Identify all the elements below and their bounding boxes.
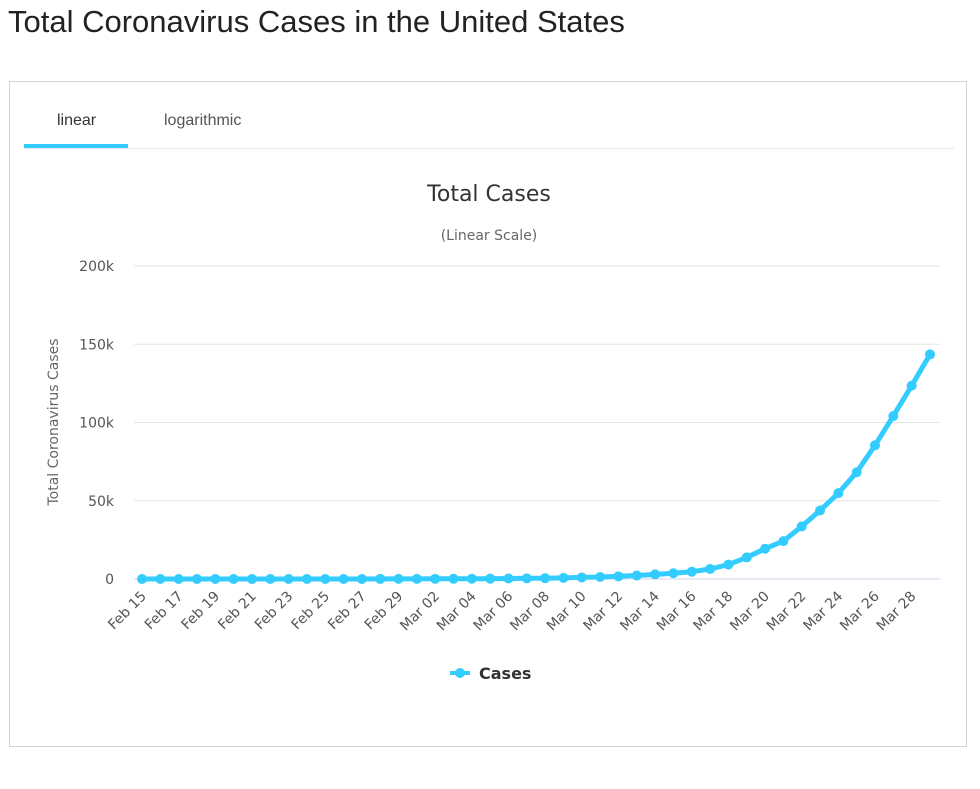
data-point[interactable] [521,573,532,584]
page-title: Total Coronavirus Cases in the United St… [8,4,625,39]
x-tick-label: Mar 08 [507,589,553,635]
data-point[interactable] [631,570,642,581]
data-point[interactable] [137,573,147,584]
data-point[interactable] [283,573,294,584]
data-point[interactable] [870,440,881,451]
x-tick-label: Mar 18 [691,589,737,635]
legend-marker [455,668,465,678]
x-tick-label: Mar 16 [654,588,700,634]
data-point[interactable] [375,573,386,584]
tab-linear[interactable]: linear [57,112,97,129]
x-tick-label: Feb 17 [142,589,187,634]
data-point[interactable] [338,573,349,584]
y-axis-ticks: 0 50k 100k 150k 200k [79,259,115,588]
x-tick-label: Mar 10 [544,589,590,635]
data-point[interactable] [411,573,422,584]
series-line-cases [139,351,933,582]
data-point[interactable] [320,573,331,584]
chart-title: Total Cases [426,182,551,207]
y-axis-label: Total Coronavirus Cases [46,338,62,506]
x-tick-label: Feb 19 [179,589,224,634]
data-point[interactable] [503,573,514,584]
data-point[interactable] [833,488,844,499]
y-tick-label: 100k [79,416,115,432]
data-point[interactable] [228,573,239,584]
data-point[interactable] [686,566,697,577]
data-point[interactable] [723,559,734,570]
x-tick-label: Mar 06 [471,588,517,634]
legend[interactable]: Cases [450,664,531,683]
data-point[interactable] [650,569,661,580]
x-tick-label: Mar 22 [764,589,810,635]
data-point[interactable] [393,573,404,584]
data-point[interactable] [705,563,716,574]
data-point[interactable] [430,573,441,584]
y-tick-label: 0 [105,572,114,588]
data-point[interactable] [246,573,257,584]
data-point[interactable] [466,573,477,584]
gridlines [134,265,940,580]
chart-subtitle: (Linear Scale) [441,228,538,244]
x-tick-label: Feb 25 [288,589,333,634]
data-point[interactable] [796,521,807,532]
cases-line-chart: Total Cases (Linear Scale) Total Coronav… [46,182,940,683]
data-point[interactable] [778,536,789,547]
x-tick-label: Mar 14 [617,588,663,634]
data-point[interactable] [485,573,496,584]
data-point[interactable] [851,467,862,478]
legend-label-cases[interactable]: Cases [479,664,531,683]
x-tick-label: Feb 21 [215,589,260,634]
data-point[interactable] [265,573,276,584]
x-tick-label: Mar 04 [434,588,480,634]
x-tick-label: Feb 23 [252,589,297,634]
x-tick-label: Mar 28 [874,589,920,635]
data-point[interactable] [540,573,551,584]
tab-logarithmic[interactable]: logarithmic [164,112,242,129]
data-point[interactable] [815,505,826,516]
y-tick-label: 200k [79,259,115,275]
data-point[interactable] [925,349,935,360]
series-points [137,349,935,584]
data-point[interactable] [173,573,184,584]
x-tick-label: Mar 20 [727,589,773,635]
data-point[interactable] [301,573,312,584]
data-point[interactable] [558,572,569,583]
data-point[interactable] [741,552,752,563]
data-point[interactable] [210,573,221,584]
x-tick-label: Mar 26 [837,588,883,634]
data-point[interactable] [906,380,917,391]
chart-panel: linear logarithmic Total Cases (Linear S… [9,81,967,747]
data-point[interactable] [448,573,459,584]
active-tab-indicator [24,144,128,148]
x-tick-label: Mar 24 [800,588,846,634]
x-tick-label: Feb 27 [325,589,370,634]
data-point[interactable] [613,571,624,582]
data-point[interactable] [595,571,606,582]
x-tick-label: Feb 15 [105,589,150,634]
data-point[interactable] [576,572,587,583]
x-tick-label: Mar 12 [581,589,627,635]
x-tick-label: Mar 02 [397,589,443,635]
data-point[interactable] [760,543,771,554]
data-point[interactable] [191,573,202,584]
y-tick-label: 50k [88,494,115,510]
scale-tabs: linear logarithmic [24,82,954,149]
data-point[interactable] [356,573,367,584]
data-point[interactable] [155,573,166,584]
data-point[interactable] [888,411,899,422]
data-point[interactable] [668,568,679,579]
y-tick-label: 150k [79,337,115,353]
